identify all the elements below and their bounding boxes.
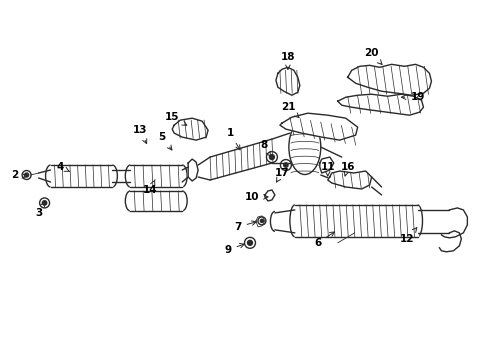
Circle shape [260, 219, 263, 222]
Text: 15: 15 [164, 112, 186, 125]
Circle shape [258, 217, 265, 225]
Text: 12: 12 [400, 228, 416, 244]
Circle shape [283, 163, 287, 167]
Ellipse shape [288, 120, 320, 175]
Circle shape [40, 198, 49, 208]
Circle shape [244, 237, 255, 248]
Polygon shape [50, 165, 112, 187]
Text: 5: 5 [158, 132, 171, 150]
Text: 18: 18 [280, 52, 295, 69]
Polygon shape [337, 94, 423, 115]
Polygon shape [275, 67, 299, 95]
Text: 16: 16 [340, 162, 354, 176]
Text: 21: 21 [280, 102, 298, 118]
Circle shape [42, 201, 47, 205]
Polygon shape [319, 157, 333, 173]
Text: 8: 8 [260, 140, 270, 156]
Polygon shape [130, 165, 182, 187]
Text: 6: 6 [313, 232, 334, 248]
Polygon shape [279, 113, 357, 140]
Circle shape [22, 171, 31, 180]
Text: 13: 13 [133, 125, 147, 144]
Text: 10: 10 [244, 192, 267, 202]
Polygon shape [188, 159, 198, 181]
Text: 17: 17 [274, 168, 288, 182]
Text: 1: 1 [226, 128, 240, 150]
Polygon shape [347, 64, 430, 95]
Text: 2: 2 [11, 170, 27, 180]
Text: 19: 19 [401, 92, 424, 102]
Text: 4: 4 [57, 162, 69, 172]
Polygon shape [130, 191, 182, 211]
Polygon shape [327, 171, 371, 189]
Text: 3: 3 [35, 202, 44, 218]
Text: 14: 14 [142, 180, 157, 195]
Circle shape [247, 240, 252, 245]
Circle shape [280, 159, 291, 171]
Text: 20: 20 [364, 48, 381, 64]
Polygon shape [264, 190, 274, 201]
Text: 7: 7 [234, 221, 256, 232]
Polygon shape [294, 205, 417, 237]
Circle shape [266, 152, 277, 163]
Polygon shape [172, 118, 208, 140]
Circle shape [24, 173, 29, 177]
Ellipse shape [63, 168, 81, 178]
Circle shape [269, 154, 274, 159]
Text: 9: 9 [224, 243, 244, 255]
Text: 11: 11 [320, 162, 334, 176]
